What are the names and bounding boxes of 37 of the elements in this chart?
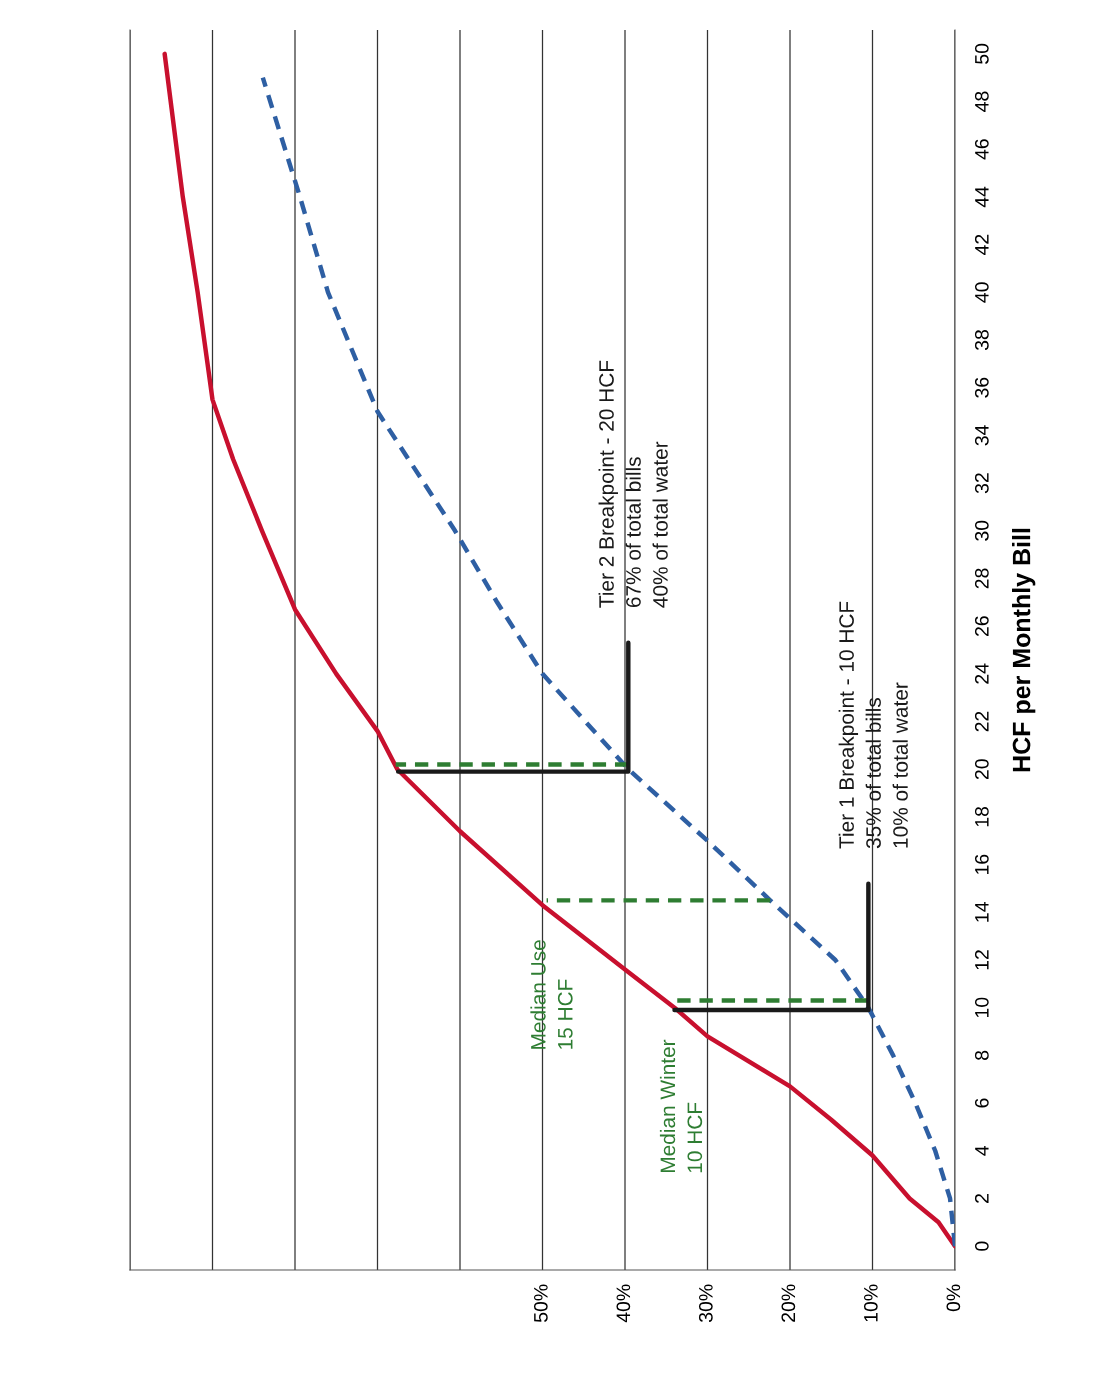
annotation: Median Winter 10 HCF <box>659 1039 703 1173</box>
y-tick-label: 2 <box>974 1194 989 1203</box>
x-tick-label: 40% <box>616 1284 631 1323</box>
y-tick-label: 48 <box>974 91 989 112</box>
y-tick-label: 40 <box>974 282 989 303</box>
y-tick-label: 34 <box>974 425 989 446</box>
y-tick-label: 26 <box>974 616 989 636</box>
y-tick-label: 24 <box>974 663 989 684</box>
y-tick-label: 50 <box>974 43 989 64</box>
y-tick-label: 22 <box>974 711 989 732</box>
y-axis-title: HCF per Monthly Bill <box>1012 528 1036 772</box>
x-tick-label: 20% <box>781 1284 796 1322</box>
y-tick-label: 32 <box>974 473 989 494</box>
y-tick-label: 12 <box>974 950 989 970</box>
y-tick-label: 20 <box>974 759 989 780</box>
y-tick-label: 42 <box>974 234 989 255</box>
y-tick-label: 10 <box>974 997 989 1018</box>
y-tick-label: 4 <box>975 1145 989 1156</box>
y-tick-label: 28 <box>974 568 989 589</box>
y-tick-label: 46 <box>974 139 989 160</box>
y-tick-label: 16 <box>974 854 989 874</box>
y-tick-label: 8 <box>974 1050 989 1060</box>
y-tick-label: 14 <box>975 902 989 922</box>
x-tick-label: 10% <box>863 1284 878 1322</box>
y-tick-label: 18 <box>974 806 989 827</box>
y-tick-label: 30 <box>974 520 989 541</box>
y-tick-label: 6 <box>974 1098 989 1108</box>
x-tick-label: 0% <box>946 1284 961 1312</box>
annotation: Tier 2 Breakpoint - 20 HCF 67% of total bills 40% of total water <box>598 360 668 608</box>
y-tick-label: 44 <box>975 186 989 208</box>
y-tick-label: 0 <box>974 1241 989 1251</box>
y-tick-label: 36 <box>974 377 989 398</box>
x-tick-label: 30% <box>698 1284 713 1323</box>
annotation: Median Use 15 HCF <box>530 940 573 1049</box>
y-tick-label: 38 <box>974 330 989 351</box>
x-tick-label: 50% <box>533 1284 548 1323</box>
annotation: Tier 1 Breakpoint - 10 HCF 35% of total bills 10% of total water <box>838 601 908 849</box>
